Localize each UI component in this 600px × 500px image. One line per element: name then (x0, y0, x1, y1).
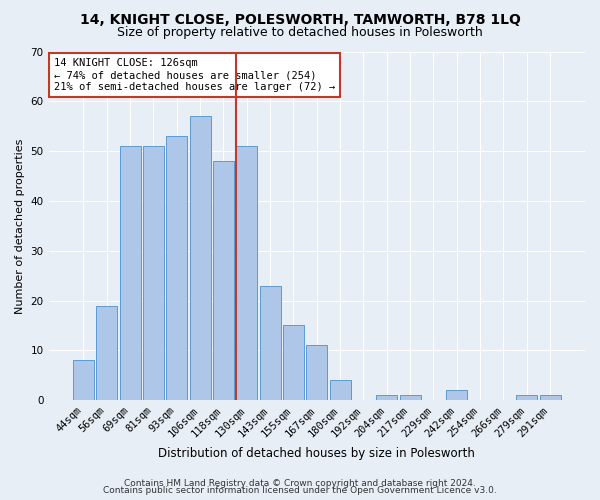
Bar (73, 360, 94, 400)
Bar (516, 395, 537, 400)
Bar (213, 161, 234, 400)
Bar (306, 346, 327, 400)
Bar (446, 390, 467, 400)
Bar (329, 380, 350, 400)
Bar (96, 306, 117, 400)
Bar (236, 146, 257, 400)
Y-axis label: Number of detached properties: Number of detached properties (15, 138, 25, 314)
X-axis label: Distribution of detached houses by size in Polesworth: Distribution of detached houses by size … (158, 447, 475, 460)
Bar (260, 286, 281, 400)
Text: 14 KNIGHT CLOSE: 126sqm
← 74% of detached houses are smaller (254)
21% of semi-d: 14 KNIGHT CLOSE: 126sqm ← 74% of detache… (54, 58, 335, 92)
Bar (119, 146, 140, 400)
Bar (539, 395, 560, 400)
Bar (400, 395, 421, 400)
Bar (143, 146, 164, 400)
Text: Contains HM Land Registry data © Crown copyright and database right 2024.: Contains HM Land Registry data © Crown c… (124, 478, 476, 488)
Bar (166, 136, 187, 400)
Text: 14, KNIGHT CLOSE, POLESWORTH, TAMWORTH, B78 1LQ: 14, KNIGHT CLOSE, POLESWORTH, TAMWORTH, … (80, 12, 520, 26)
Text: Size of property relative to detached houses in Polesworth: Size of property relative to detached ho… (117, 26, 483, 39)
Text: Contains public sector information licensed under the Open Government Licence v3: Contains public sector information licen… (103, 486, 497, 495)
Bar (283, 326, 304, 400)
Bar (376, 395, 397, 400)
Bar (190, 116, 211, 400)
